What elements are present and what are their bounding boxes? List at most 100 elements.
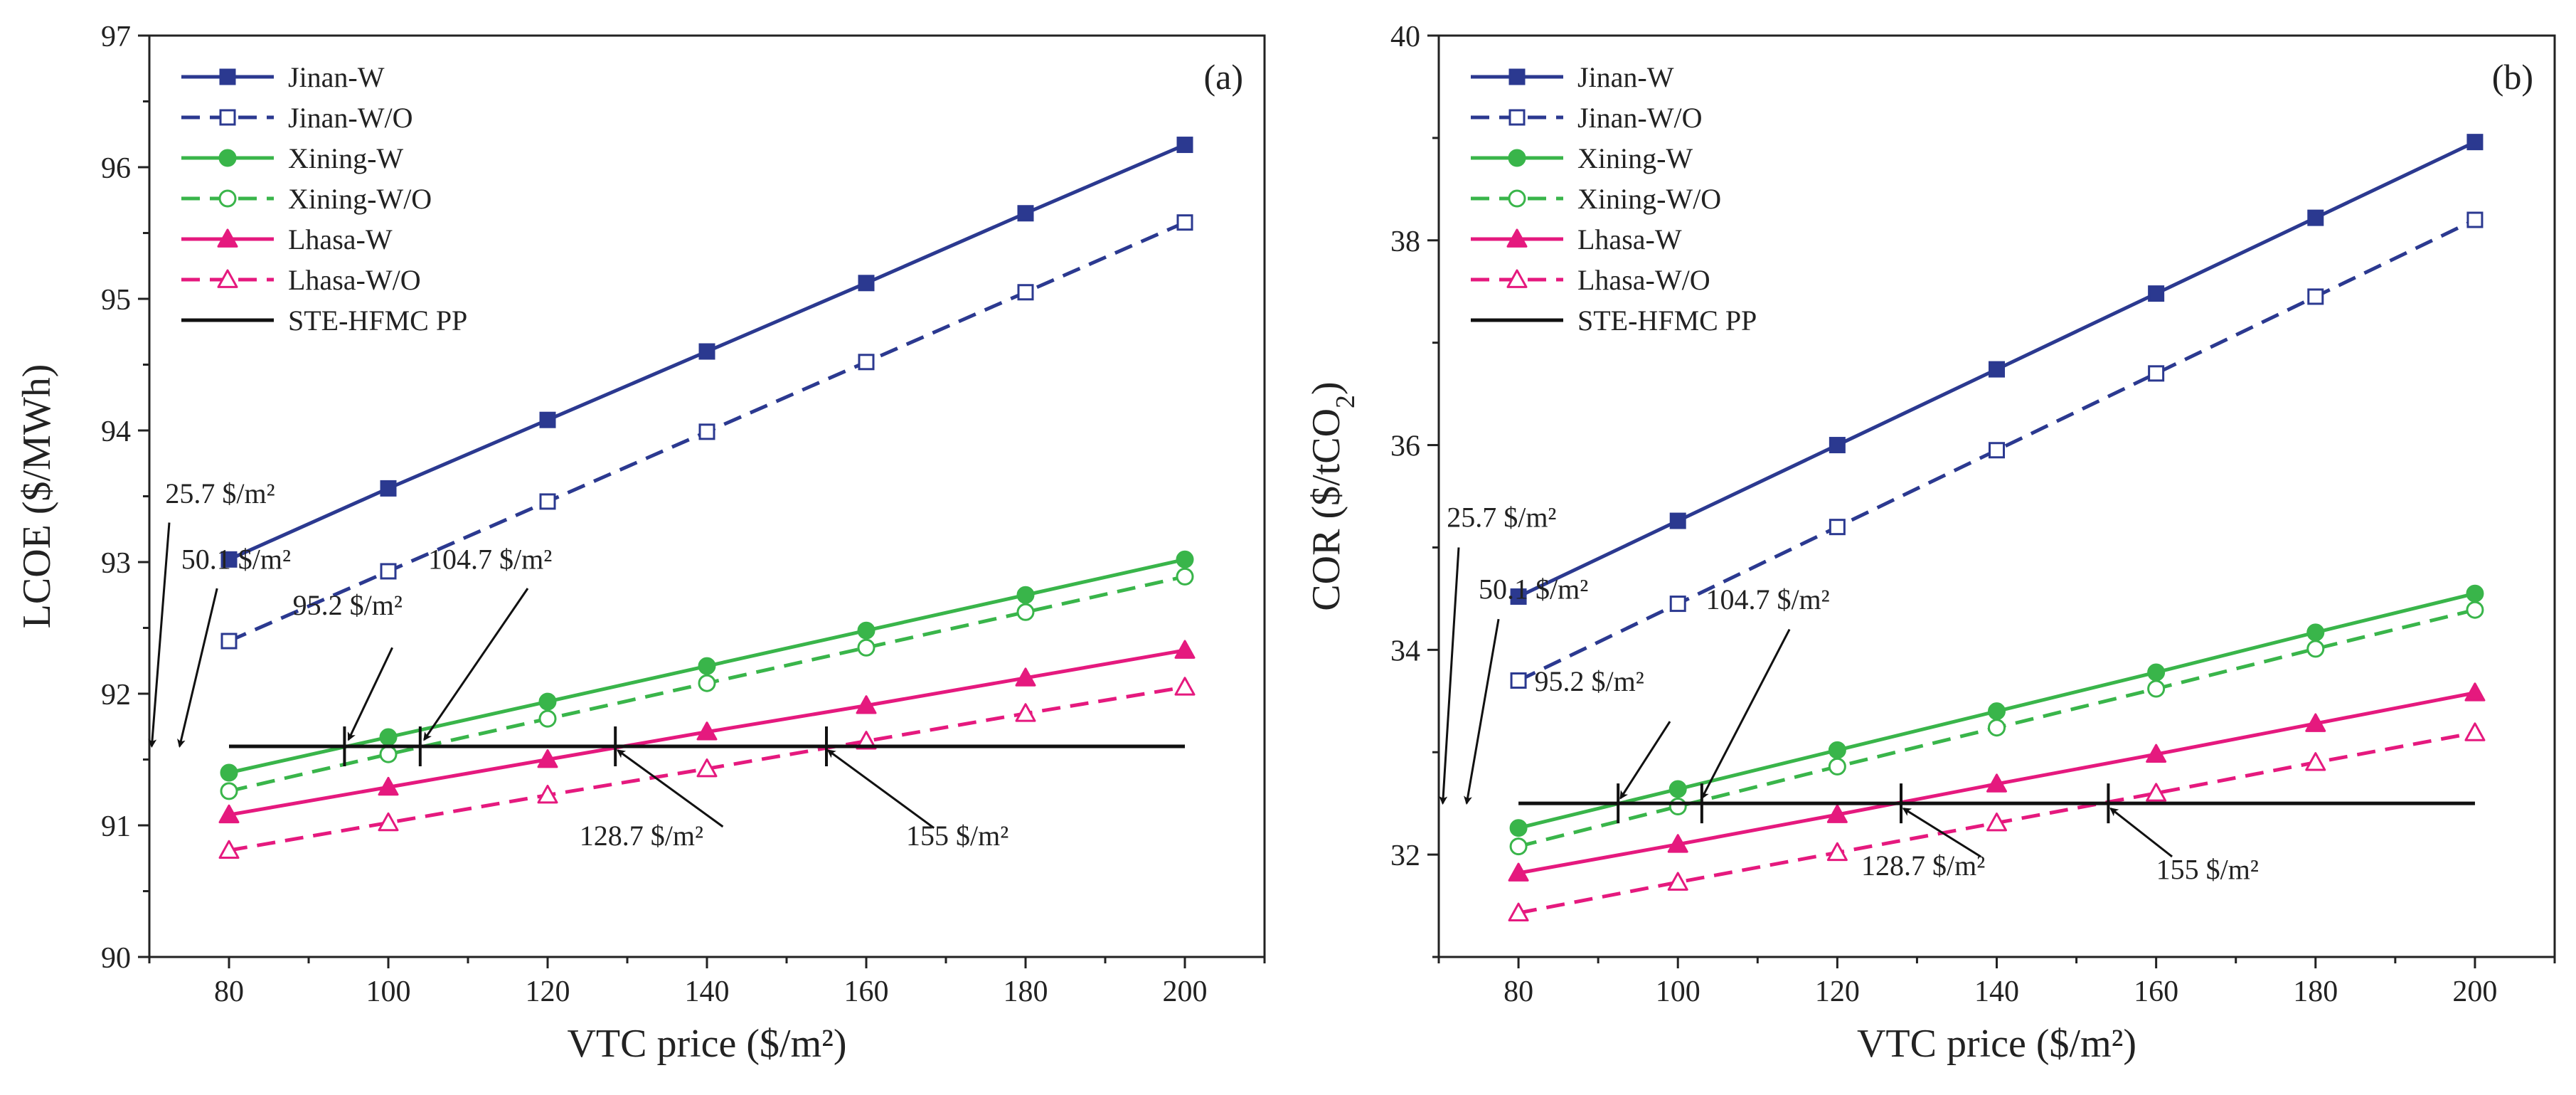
chart-0-legend-label-jinan-w: Jinan-W: [288, 61, 385, 93]
chart-1-y-tick-label-32: 32: [1390, 840, 1420, 872]
chart-0-x-tick-label-200: 200: [1163, 975, 1208, 1008]
chart-1-point-jinan-w-140: [1989, 361, 2005, 378]
chart-1-point-lhasa-w-o-180: [2305, 752, 2326, 771]
chart-0-point-jinan-w-o-160: [858, 354, 875, 371]
chart-0-point-xining-w-o-160: [857, 638, 875, 657]
chart-0-point-lhasa-w-180: [1015, 667, 1036, 687]
chart-1-annotation-label-5: 155 $/m²: [2156, 854, 2259, 886]
chart-1-annotation-label-0: 25.7 $/m²: [1447, 502, 1556, 534]
chart-0-annotation-arrow-3: [423, 588, 529, 741]
chart-0-series-lhasa-w-o: [218, 677, 1196, 859]
chart-0-series-xining-w: [220, 550, 1194, 782]
chart-1-point-xining-w-o-200: [2466, 601, 2484, 619]
chart-1-point-lhasa-w-100: [1667, 834, 1688, 853]
chart-0-annotation-arrow-0: [148, 522, 171, 748]
chart-1-point-jinan-w-o-100: [1669, 596, 1686, 613]
panel-a-lcoe-chart: 80 100 120 140 160 180 200 90 91 92 93 94 95 96 97 VTC …: [15, 21, 1266, 1066]
chart-1-point-jinan-w-200: [2466, 134, 2484, 151]
chart-0-legend-marker-xining-w: [218, 149, 237, 167]
chart-0-y-tick-label-92: 92: [101, 679, 131, 712]
chart-1-legend-label-jinan-w: Jinan-W: [1577, 61, 1674, 93]
chart-0-legend-label-lhasa-w: Lhasa-W: [288, 223, 393, 255]
chart-1-point-lhasa-w-o-160: [2146, 783, 2167, 802]
chart-0-point-jinan-w-o-120: [539, 493, 556, 510]
chart-1-series-lhasa-w: [1508, 682, 2486, 882]
chart-1-x-tick-label-120: 120: [1815, 975, 1860, 1008]
chart-0-point-lhasa-w-o-120: [537, 784, 558, 804]
chart-1-y-tick-label-36: 36: [1390, 430, 1420, 463]
chart-1-point-xining-w-o-80: [1509, 837, 1528, 856]
chart-1-series-xining-w-o: [1509, 601, 2484, 856]
chart-1-legend-label-lhasa-w: Lhasa-W: [1577, 223, 1682, 255]
chart-0-x-tick-label-100: 100: [366, 975, 411, 1008]
chart-0-point-lhasa-w-200: [1174, 640, 1196, 659]
chart-0-legend-marker-xining-w-o: [218, 189, 237, 208]
chart-1-annotation-arrow-4: [1902, 808, 1981, 858]
chart-0-annotation-label-4: 128.7 $/m²: [580, 820, 703, 852]
chart-0-x-axis-title: VTC price ($/m²): [567, 1022, 846, 1066]
chart-1-point-lhasa-w-80: [1508, 862, 1529, 882]
chart-0-point-jinan-w-200: [1176, 137, 1193, 154]
chart-1-series-lhasa-w-o: [1508, 722, 2486, 922]
chart-1-legend-label-xining-w: Xining-W: [1577, 142, 1693, 174]
chart-0-point-jinan-w-80: [220, 551, 238, 568]
chart-0-point-lhasa-w-80: [218, 804, 240, 824]
chart-0-legend: Jinan-W Jinan-W/O Xining-W Xining-W/O Lhasa-…: [181, 61, 467, 337]
chart-1-point-xining-w-200: [2466, 584, 2484, 603]
chart-1-point-jinan-w-160: [2148, 285, 2165, 302]
chart-1-series-jinan-w-o: [1510, 211, 2484, 689]
chart-0-annotation-label-1: 50.1 $/m²: [181, 543, 291, 575]
chart-0-point-lhasa-w-o-200: [1174, 677, 1196, 696]
chart-0-legend-marker-lhasa-w: [217, 228, 238, 248]
chart-0-series-lhasa-w: [218, 640, 1196, 824]
chart-1-point-jinan-w-o-80: [1510, 672, 1527, 689]
chart-1-legend-marker-xining-w-o: [1508, 189, 1526, 208]
chart-0-annotation-arrow-5: [826, 749, 935, 829]
chart-0-point-jinan-w-180: [1017, 205, 1034, 222]
chart-0-annotation-arrow-1: [177, 588, 218, 748]
chart-0-point-lhasa-w-o-80: [218, 840, 240, 859]
chart-0-y-axis-title: LCOE ($/MWh): [15, 364, 59, 629]
chart-1-point-lhasa-w-160: [2146, 744, 2167, 763]
chart-0-point-xining-w-80: [220, 763, 238, 782]
chart-0-point-lhasa-w-100: [378, 776, 399, 796]
chart-0-legend-label-ste-hfmc-pp: STE-HFMC PP: [288, 305, 467, 337]
chart-0-annotation-label-0: 25.7 $/m²: [165, 477, 275, 509]
chart-0-point-xining-w-o-120: [538, 709, 557, 728]
chart-0-point-lhasa-w-140: [696, 721, 718, 741]
chart-0-y-tick-label-90: 90: [101, 942, 131, 975]
chart-0-point-xining-w-180: [1016, 586, 1035, 604]
chart-0-legend-label-xining-w-o: Xining-W/O: [288, 183, 432, 215]
chart-1-point-jinan-w-o-160: [2148, 365, 2165, 382]
chart-1-point-jinan-w-o-140: [1989, 442, 2005, 459]
chart-0-series-jinan-w: [220, 137, 1193, 568]
chart-0-y-tick-label-91: 91: [101, 810, 131, 843]
chart-0-point-jinan-w-100: [380, 480, 397, 497]
chart-1-x-tick-label-160: 160: [2134, 975, 2178, 1008]
chart-1-annotation-arrow-2: [1619, 721, 1671, 800]
chart-1-series-jinan-w: [1510, 134, 2484, 605]
chart-1-annotation-label-3: 104.7 $/m²: [1705, 583, 1829, 615]
chart-1-point-xining-w-140: [1988, 702, 2006, 721]
chart-1-legend-label-lhasa-w-o: Lhasa-W/O: [1577, 264, 1710, 296]
chart-1-point-xining-w-80: [1509, 819, 1528, 837]
chart-1-point-xining-w-160: [2147, 663, 2166, 682]
chart-0-point-xining-w-o-80: [220, 782, 238, 800]
chart-0-point-lhasa-w-o-180: [1015, 703, 1036, 722]
chart-1-point-lhasa-w-120: [1826, 804, 1848, 823]
chart-1-legend-marker-jinan-w-o: [1508, 109, 1526, 126]
chart-1-x-tick-label-100: 100: [1656, 975, 1701, 1008]
chart-0-legend-label-lhasa-w-o: Lhasa-W/O: [288, 264, 421, 296]
panel-b-cor-chart: 80 100 120 140 160 180 200 32 34 36 38 40 VTC price …: [1304, 21, 2556, 1066]
chart-1-point-xining-w-o-180: [2306, 640, 2325, 658]
chart-1-annotation-arrow-1: [1464, 618, 1500, 805]
chart-1-point-lhasa-w-200: [2464, 682, 2486, 702]
chart-0-annotation-label-3: 104.7 $/m²: [428, 543, 552, 575]
chart-0-x-tick-label-180: 180: [1004, 975, 1048, 1008]
chart-0-point-xining-w-o-200: [1176, 567, 1194, 586]
chart-1-x-tick-label-180: 180: [2293, 975, 2338, 1008]
chart-1-annotation-arrow-5: [2109, 808, 2173, 858]
chart-0-annotation-arrow-2: [347, 647, 393, 741]
chart-0-point-jinan-w-o-140: [698, 423, 715, 440]
